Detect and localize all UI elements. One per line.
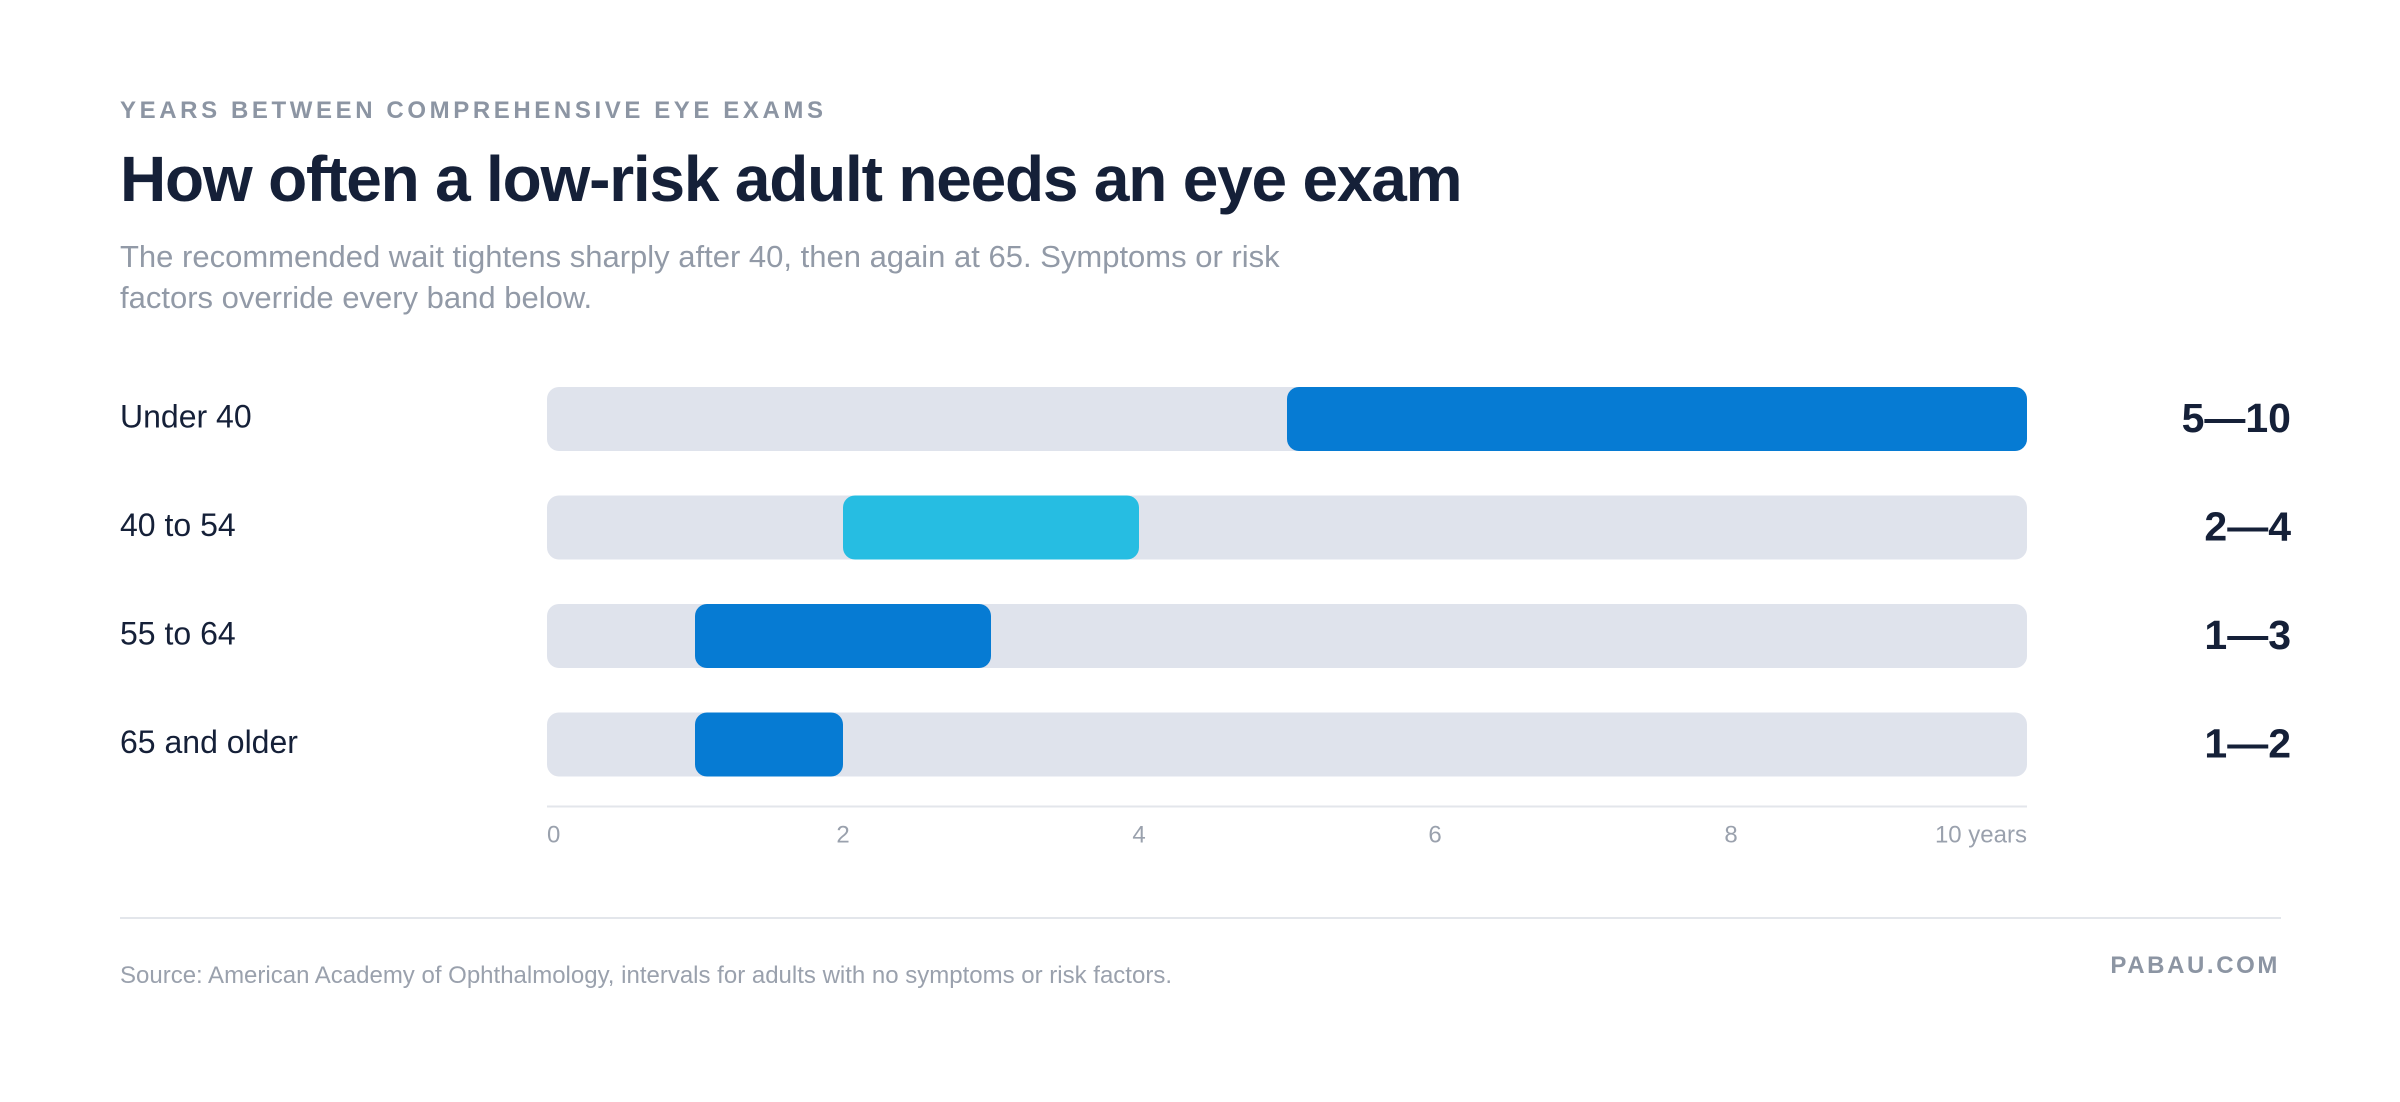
bar-track	[547, 495, 2027, 560]
x-tick-label: 10 years	[1935, 822, 2027, 849]
row-label: 65 and older	[120, 724, 298, 760]
chart-eyebrow: YEARS BETWEEN COMPREHENSIVE EYE EXAMS	[120, 97, 827, 124]
brand-link[interactable]: PABAU.COM	[2110, 952, 2280, 979]
range-value-label: 5—10	[2182, 395, 2291, 441]
x-tick-label: 2	[836, 822, 849, 849]
range-bar	[843, 495, 1139, 560]
range-value-label: 1—3	[2204, 612, 2291, 658]
range-bar	[1287, 387, 2027, 451]
range-bar-chart: Under 40 5—10 40 to 54 2—4 55 to 64 1—3 65 and…	[120, 387, 2291, 849]
row-label: 40 to 54	[120, 507, 236, 543]
range-bar	[695, 712, 843, 777]
footer-divider	[120, 917, 2281, 919]
x-tick-label: 4	[1132, 822, 1145, 849]
chart-subtitle: The recommended wait tightens sharply af…	[120, 239, 1280, 315]
row-label: Under 40	[120, 398, 252, 434]
source-note: Source: American Academy of Ophthalmolog…	[120, 962, 1172, 989]
row-label: 55 to 64	[120, 615, 236, 651]
range-bar	[695, 604, 991, 668]
range-value-label: 1—2	[2204, 720, 2291, 766]
x-tick-label: 0	[547, 822, 560, 849]
x-tick-label: 6	[1428, 822, 1441, 849]
x-tick-label: 8	[1724, 822, 1737, 849]
bar-track	[547, 712, 2027, 777]
range-value-label: 2—4	[2204, 503, 2291, 549]
chart-title: How often a low-risk adult needs an eye …	[120, 143, 1463, 215]
